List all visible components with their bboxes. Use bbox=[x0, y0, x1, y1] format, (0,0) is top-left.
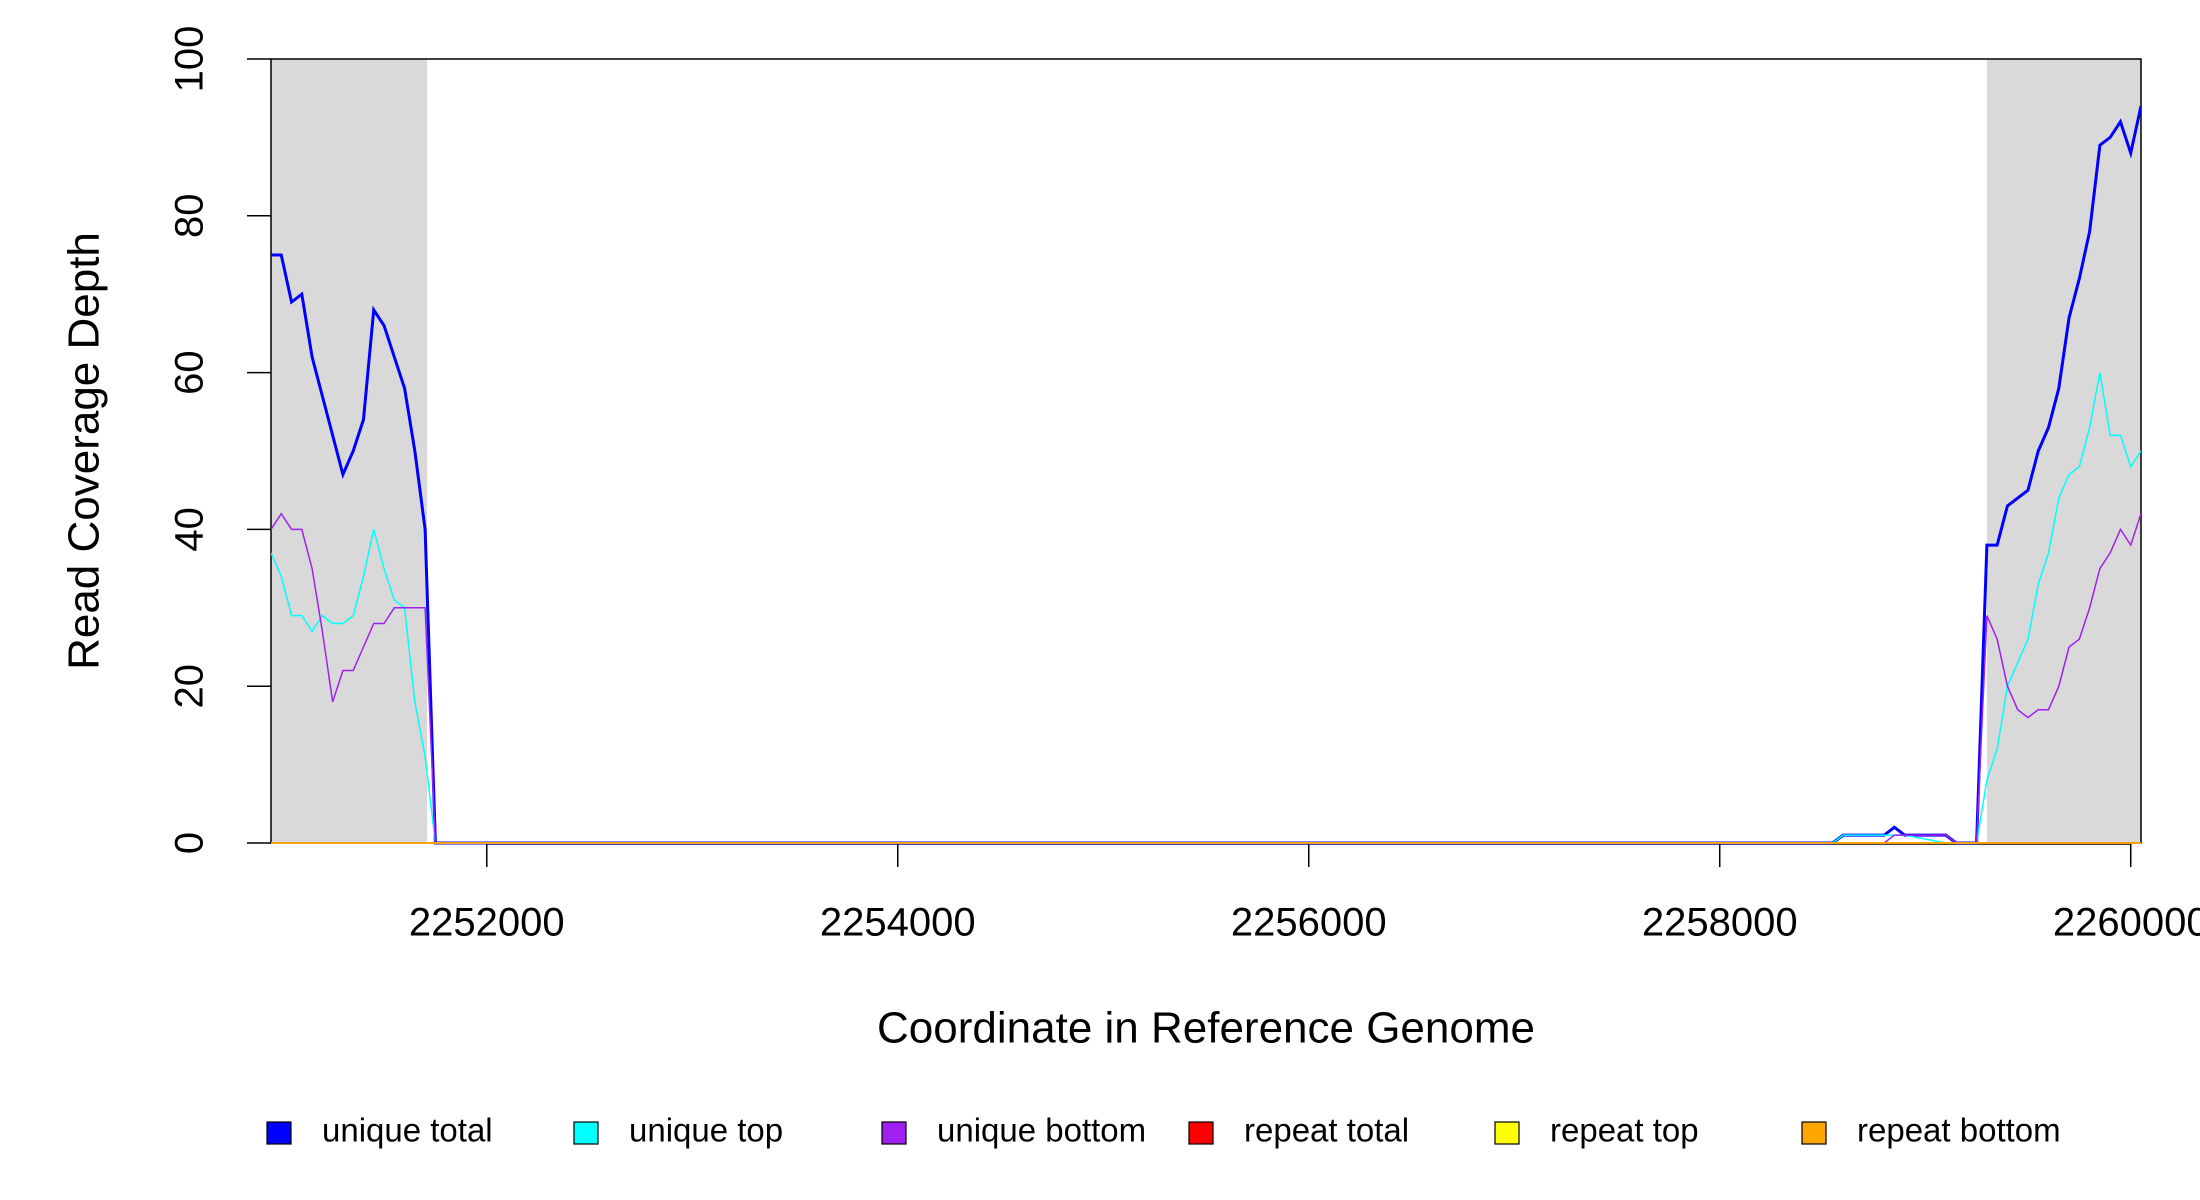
legend-label: repeat top bbox=[1550, 1112, 1699, 1149]
y-axis-label: Read Coverage Depth bbox=[60, 232, 109, 670]
y-tick-label: 0 bbox=[168, 832, 212, 854]
legend-label: repeat total bbox=[1244, 1112, 1409, 1149]
legend-swatch bbox=[1188, 1121, 1214, 1145]
y-tick-label: 80 bbox=[168, 194, 212, 239]
series-line bbox=[271, 105, 2141, 845]
legend-label: unique top bbox=[629, 1112, 783, 1149]
legend-swatch bbox=[1494, 1121, 1520, 1145]
plot-area bbox=[271, 105, 2141, 845]
legend-swatch bbox=[1801, 1121, 1827, 1145]
y-tick-label: 100 bbox=[168, 26, 212, 93]
legend-swatch bbox=[881, 1121, 907, 1145]
legend-label: unique bottom bbox=[937, 1112, 1146, 1149]
legend-label: unique total bbox=[322, 1112, 493, 1149]
shaded-region bbox=[271, 59, 428, 843]
x-tick-label: 2260000 bbox=[2053, 901, 2200, 945]
x-tick-label: 2256000 bbox=[1231, 901, 1387, 945]
series-line bbox=[271, 512, 2141, 844]
legend-label: repeat bottom bbox=[1857, 1112, 2061, 1149]
y-tick-label: 40 bbox=[168, 507, 212, 552]
legend-swatch bbox=[266, 1121, 292, 1145]
x-axis-label: Coordinate in Reference Genome bbox=[877, 1004, 1535, 1053]
y-tick-label: 20 bbox=[168, 664, 212, 709]
legend-swatch bbox=[573, 1121, 599, 1145]
series-line bbox=[271, 372, 2141, 844]
y-tick-label: 60 bbox=[168, 350, 212, 395]
x-tick-label: 2252000 bbox=[409, 901, 565, 945]
x-tick-label: 2258000 bbox=[1642, 901, 1798, 945]
plot-frame bbox=[270, 58, 2142, 844]
x-tick-label: 2254000 bbox=[820, 901, 976, 945]
shaded-region bbox=[1986, 59, 2141, 843]
